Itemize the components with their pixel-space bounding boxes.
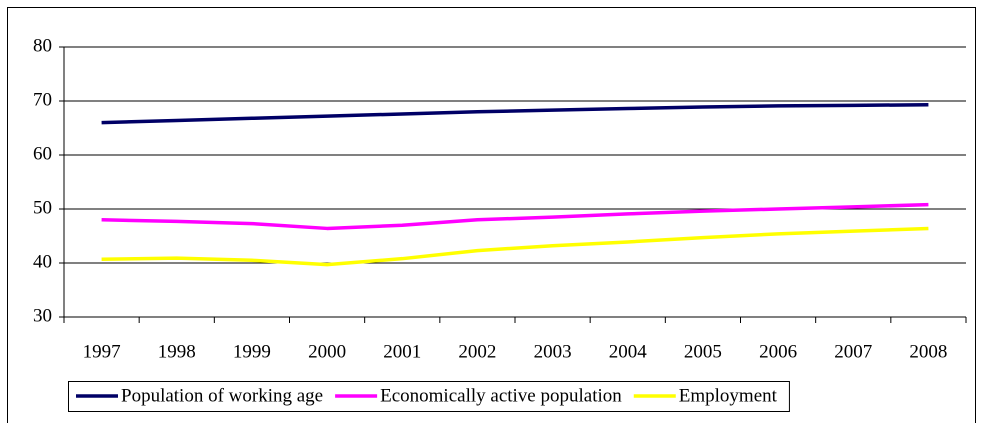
x-tick-label: 2007: [834, 341, 872, 362]
legend-label: Population of working age: [121, 385, 323, 406]
x-tick-label: 2006: [759, 341, 797, 362]
series-line: [101, 226, 929, 267]
y-tick-label: 70: [33, 89, 52, 110]
x-tick-label: 2002: [458, 341, 496, 362]
x-tick-label: 2008: [909, 341, 947, 362]
x-tick-label: 2000: [308, 341, 346, 362]
x-tick-label: 1998: [158, 341, 196, 362]
y-tick-label: 80: [33, 35, 52, 56]
x-tick-label: 1999: [233, 341, 271, 362]
y-tick-label: 30: [33, 305, 52, 326]
y-tick-label: 40: [33, 251, 52, 272]
legend-label: Employment: [679, 385, 778, 406]
x-tick-label: 2001: [383, 341, 421, 362]
x-tick-label: 2003: [534, 341, 572, 362]
x-tick-label: 2005: [684, 341, 722, 362]
y-tick-label: 50: [33, 197, 52, 218]
legend-label: Economically active population: [380, 385, 622, 406]
series-line: [101, 103, 929, 125]
x-tick-label: 2004: [609, 341, 648, 362]
y-tick-label: 60: [33, 143, 52, 164]
series-line: [101, 202, 929, 231]
chart-frame: [7, 7, 976, 423]
x-tick-label: 1997: [83, 341, 121, 362]
